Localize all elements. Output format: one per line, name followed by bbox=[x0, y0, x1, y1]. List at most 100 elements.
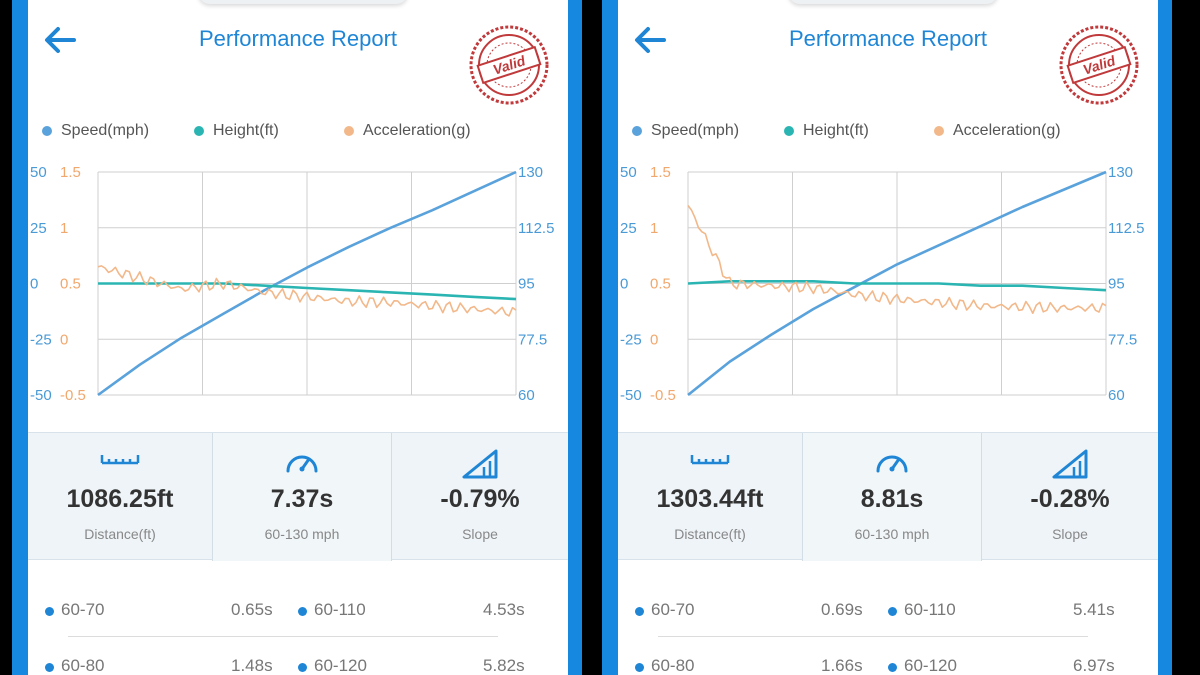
arrow-left-icon bbox=[635, 27, 666, 53]
axis-left-tick-label: -25 bbox=[620, 331, 642, 348]
phone-frame-right: Performance Report Valid Speed(mph) Heig… bbox=[602, 0, 1172, 675]
axis-accel-tick-label: 1 bbox=[60, 220, 68, 237]
bullet-icon bbox=[298, 663, 307, 672]
acceleration-dot-icon bbox=[344, 126, 354, 136]
performance-chart: 50 25 0 -25 -50 1.5 1 0.5 0 -0.5 130 112.5 95 77.5 6… bbox=[30, 164, 554, 404]
bullet-icon bbox=[45, 607, 54, 616]
stat-value: 1303.44ft bbox=[656, 485, 764, 513]
ruler-icon bbox=[100, 455, 140, 465]
split-range: 60-80 bbox=[61, 656, 105, 675]
axis-accel-tick-label: 1.5 bbox=[60, 164, 81, 181]
stat-label: Slope bbox=[462, 526, 498, 542]
split-range: 60-80 bbox=[651, 656, 695, 675]
stat-value: 8.81s bbox=[860, 485, 924, 513]
height-dot-icon bbox=[784, 126, 794, 136]
split-times: 60-70 0.65s 60-110 4.53s 60-80 1.48s 60-… bbox=[28, 560, 568, 675]
stat-value: 7.37s bbox=[270, 485, 334, 513]
height-dot-icon bbox=[194, 126, 204, 136]
axis-left-tick-label: 50 bbox=[30, 164, 47, 181]
axis-right-tick-label: 112.5 bbox=[518, 220, 554, 237]
split-row: 60-80 1.48s 60-120 5.82s bbox=[28, 656, 568, 675]
split-time: 1.48s bbox=[231, 656, 273, 675]
page-title: Performance Report bbox=[788, 26, 988, 51]
bullet-icon bbox=[298, 607, 307, 616]
speed-line bbox=[97, 170, 517, 397]
split-time: 4.53s bbox=[483, 600, 525, 619]
axis-right-tick-label: 130 bbox=[1108, 164, 1133, 181]
page-title: Performance Report bbox=[198, 26, 398, 51]
split-times: 60-70 0.69s 60-110 5.41s 60-80 1.66s 60-… bbox=[618, 560, 1158, 675]
split-time: 5.82s bbox=[483, 656, 525, 675]
stat-distance: 1086.25ft Distance(ft) bbox=[28, 433, 212, 561]
split-time: 1.66s bbox=[821, 656, 863, 675]
axis-left2-ticks: 1.5 1 0.5 0 -0.5 bbox=[650, 164, 676, 404]
speed-line bbox=[687, 170, 1107, 397]
stat-slope: -0.79% Slope bbox=[392, 433, 568, 561]
axis-right-tick-label: 77.5 bbox=[1108, 331, 1137, 348]
height-line bbox=[98, 282, 517, 301]
report-screen: Performance Report Valid Speed(mph) Heig… bbox=[28, 0, 568, 675]
axis-right-tick-label: 112.5 bbox=[1108, 220, 1144, 237]
bullet-icon bbox=[45, 663, 54, 672]
top-notch bbox=[198, 0, 408, 4]
bullet-icon bbox=[888, 663, 897, 672]
axis-accel-tick-label: 0 bbox=[650, 331, 658, 348]
axis-left-tick-label: 0 bbox=[30, 276, 38, 293]
bullet-icon bbox=[635, 663, 644, 672]
speed-dot-icon bbox=[42, 126, 52, 136]
stat-value: 1086.25ft bbox=[66, 485, 174, 513]
legend-label: Speed(mph) bbox=[651, 122, 740, 139]
axis-accel-tick-label: 1.5 bbox=[650, 164, 671, 181]
back-button[interactable] bbox=[630, 24, 670, 56]
height-line bbox=[687, 280, 1107, 292]
axis-left-ticks: 50 25 0 -25 -50 bbox=[30, 164, 52, 404]
axis-right-tick-label: 130 bbox=[518, 164, 543, 181]
split-range: 60-120 bbox=[314, 656, 367, 675]
split-range: 60-120 bbox=[904, 656, 957, 675]
legend-label: Speed(mph) bbox=[61, 122, 150, 139]
divider bbox=[658, 636, 1088, 637]
stat-label: Slope bbox=[1052, 526, 1088, 542]
stat-value: -0.79% bbox=[440, 485, 520, 513]
slope-icon bbox=[462, 449, 498, 479]
split-range: 60-70 bbox=[651, 600, 695, 619]
legend-item-acceleration[interactable]: Acceleration(g) bbox=[344, 122, 471, 140]
stat-label: Distance(ft) bbox=[84, 526, 156, 542]
stat-time: 8.81s 60-130 mph bbox=[802, 433, 982, 561]
acceleration-dot-icon bbox=[934, 126, 944, 136]
axis-left2-ticks: 1.5 1 0.5 0 -0.5 bbox=[60, 164, 86, 404]
axis-left-tick-label: -50 bbox=[620, 387, 642, 404]
legend-item-speed[interactable]: Speed(mph) bbox=[42, 122, 149, 140]
legend-item-speed[interactable]: Speed(mph) bbox=[632, 122, 739, 140]
split-time: 0.69s bbox=[821, 600, 863, 619]
axis-accel-tick-label: -0.5 bbox=[60, 387, 86, 404]
axis-left-tick-label: 25 bbox=[620, 220, 637, 237]
axis-right-tick-label: 60 bbox=[518, 387, 535, 404]
split-range: 60-110 bbox=[314, 600, 366, 619]
split-range: 60-70 bbox=[61, 600, 105, 619]
legend-item-height[interactable]: Height(ft) bbox=[784, 122, 869, 140]
chart-legend: Speed(mph) Height(ft) Acceleration(g) bbox=[28, 122, 568, 144]
series-lines bbox=[97, 170, 517, 397]
acceleration-line bbox=[97, 265, 517, 317]
legend-label: Height(ft) bbox=[213, 122, 279, 139]
speed-dot-icon bbox=[632, 126, 642, 136]
axis-accel-tick-label: 1 bbox=[650, 220, 658, 237]
legend-item-height[interactable]: Height(ft) bbox=[194, 122, 279, 140]
valid-stamp: Valid bbox=[1059, 25, 1139, 105]
chart-legend: Speed(mph) Height(ft) Acceleration(g) bbox=[618, 122, 1158, 144]
stat-distance: 1303.44ft Distance(ft) bbox=[618, 433, 802, 561]
slope-icon bbox=[1052, 449, 1088, 479]
back-button[interactable] bbox=[40, 24, 80, 56]
speedometer-icon bbox=[876, 455, 908, 473]
performance-chart: 50 25 0 -25 -50 1.5 1 0.5 0 -0.5 130 112.5 95 77.5 6… bbox=[620, 164, 1144, 404]
split-range: 60-110 bbox=[904, 600, 956, 619]
axis-accel-tick-label: 0.5 bbox=[650, 276, 671, 293]
axis-accel-tick-label: -0.5 bbox=[650, 387, 676, 404]
split-row: 60-80 1.66s 60-120 6.97s bbox=[618, 656, 1158, 675]
legend-item-acceleration[interactable]: Acceleration(g) bbox=[934, 122, 1061, 140]
split-row: 60-70 0.69s 60-110 5.41s bbox=[618, 600, 1158, 624]
top-notch bbox=[788, 0, 998, 4]
axis-left-ticks: 50 25 0 -25 -50 bbox=[620, 164, 642, 404]
axis-right-tick-label: 60 bbox=[1108, 387, 1125, 404]
